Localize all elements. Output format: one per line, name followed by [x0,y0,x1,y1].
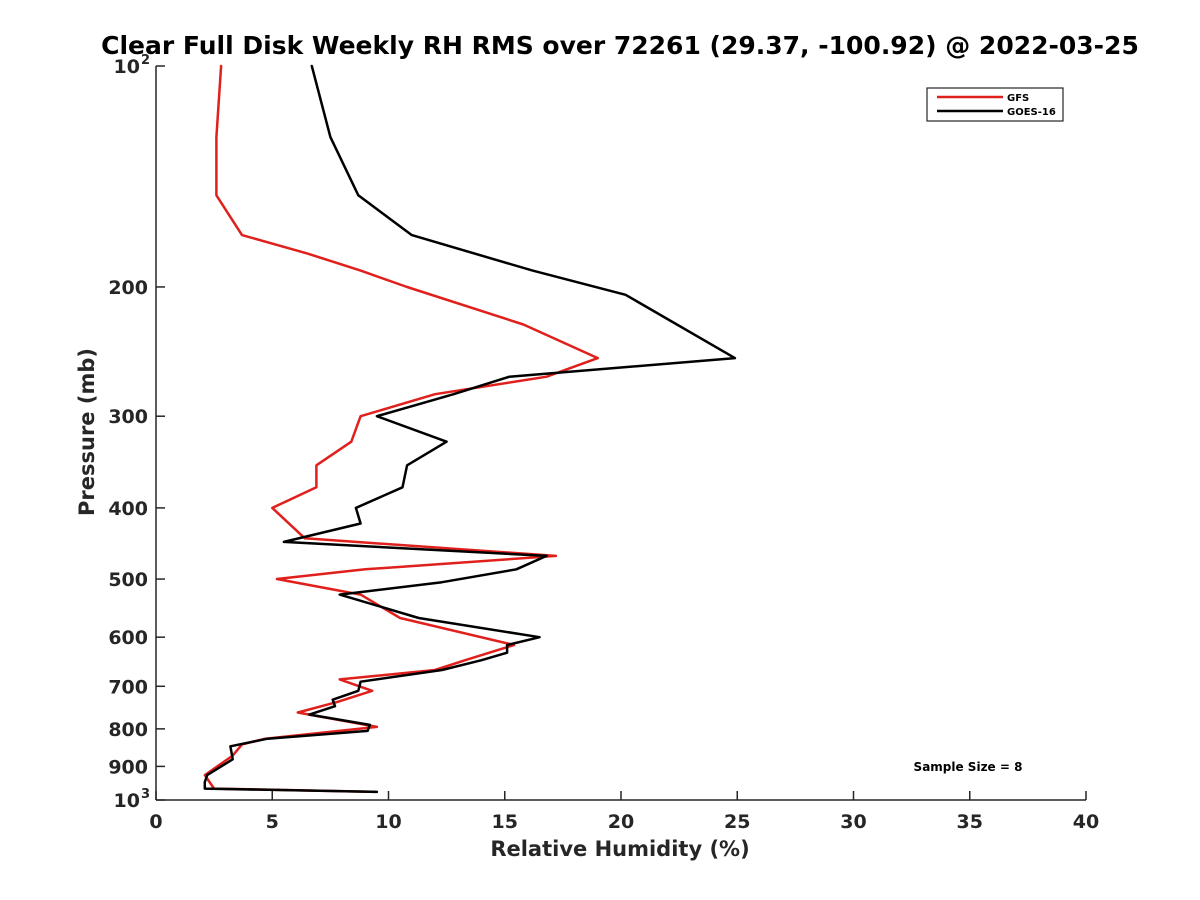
y-tick-label: 10 [114,56,140,78]
x-tick-label: 20 [608,811,634,833]
x-tick-label: 15 [492,811,518,833]
x-tick-label: 30 [840,811,866,833]
y-tick-label: 700 [108,676,148,698]
y-axis-label: Pressure (mb) [75,348,99,516]
y-tick-label-exponent: 3 [141,787,150,802]
legend-box [926,87,1064,122]
y-tick-label-exponent: 2 [141,53,150,68]
y-tick-label: 400 [108,498,148,520]
sample-size-annotation: Sample Size = 8 [914,760,1023,774]
x-axis-label: Relative Humidity (%) [490,837,749,861]
y-tick-label: 300 [108,406,148,428]
x-tick-label: 10 [375,811,401,833]
x-tick-label: 35 [957,811,983,833]
series-layer [203,64,737,794]
y-tick-label: 800 [108,719,148,741]
y-tick-label: 600 [108,627,148,649]
legend: GFS GOES-16 [926,87,1064,122]
x-axis-ticks: 0 5 10 15 20 25 30 35 40 [149,791,1099,833]
chart-title: Clear Full Disk Weekly RH RMS over 72261… [101,31,1139,60]
x-tick-label: 0 [149,811,162,833]
legend-label-goes16: GOES-16 [1007,107,1056,118]
y-tick-label: 10 [114,790,140,812]
y-tick-label: 500 [108,569,148,591]
x-tick-label: 5 [266,811,279,833]
y-tick-label: 200 [108,277,148,299]
series-line-goes-16 [203,64,737,794]
y-tick-label: 900 [108,756,148,778]
x-tick-label: 40 [1073,811,1099,833]
legend-label-gfs: GFS [1007,93,1029,104]
x-tick-label: 25 [724,811,750,833]
